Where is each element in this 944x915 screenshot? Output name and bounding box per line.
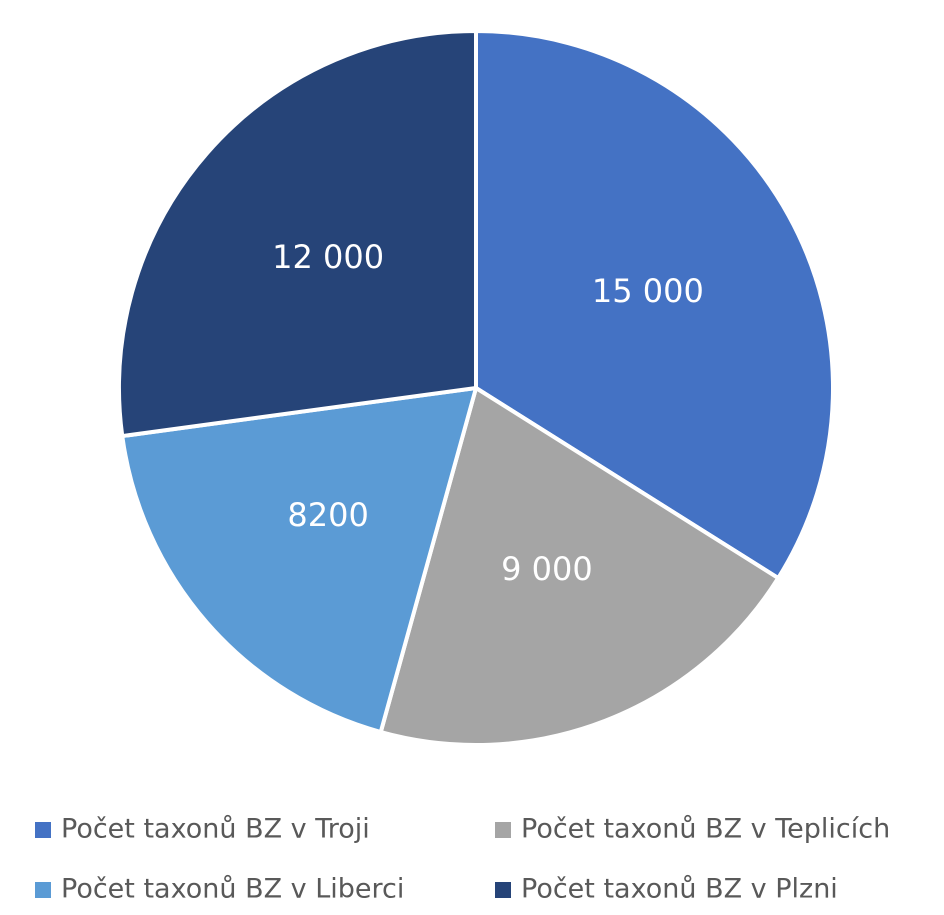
pie-slice <box>378 386 781 747</box>
legend-swatch <box>35 882 51 898</box>
data-label: 9 000 <box>501 550 593 588</box>
legend-label: Počet taxonů BZ v Liberci <box>61 874 404 905</box>
data-label: 15 000 <box>592 272 704 310</box>
legend-label: Počet taxonů BZ v Plzni <box>521 874 838 905</box>
pie-slice <box>117 29 478 439</box>
legend-label: Počet taxonů BZ v Troji <box>61 814 370 845</box>
pie-slice <box>474 29 835 581</box>
data-label: 12 000 <box>272 238 384 276</box>
legend-swatch <box>495 882 511 898</box>
data-label: 8200 <box>287 496 368 534</box>
pie-slice <box>120 386 478 735</box>
legend-swatch <box>35 822 51 838</box>
legend-swatch <box>495 822 511 838</box>
legend-label: Počet taxonů BZ v Teplicích <box>521 814 890 845</box>
